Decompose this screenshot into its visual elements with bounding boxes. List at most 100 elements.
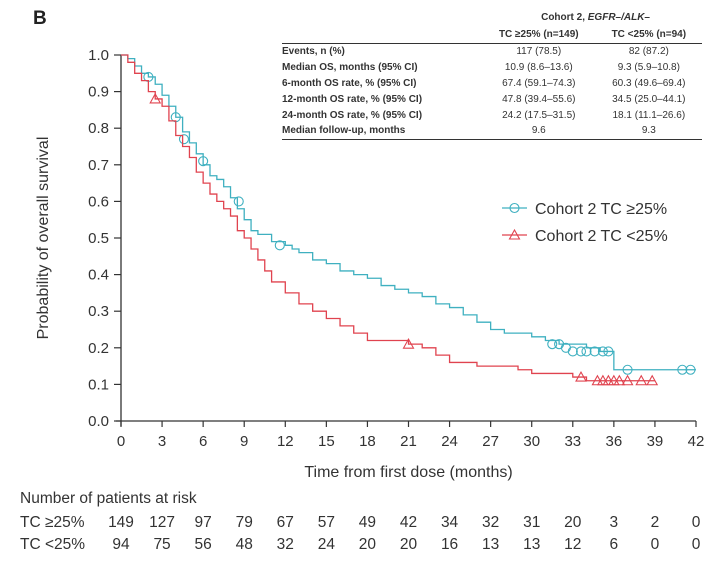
risk-count: 75 <box>153 536 171 553</box>
risk-count: 94 <box>112 536 130 553</box>
risk-count: 49 <box>358 514 377 531</box>
risk-count: 0 <box>691 514 701 531</box>
survival-curve-1 <box>121 54 655 382</box>
row-value: 9.6 <box>481 122 596 140</box>
risk-count: 2 <box>650 514 660 531</box>
row-value: 82 (87.2) <box>628 46 669 58</box>
censor-mark <box>589 346 600 357</box>
censor-mark <box>622 364 633 375</box>
y-tick-label: 0.7 <box>88 157 109 174</box>
x-tick-label: 42 <box>688 433 705 450</box>
risk-count: 32 <box>482 514 500 531</box>
risk-count: 31 <box>523 514 541 531</box>
circle-marker-icon <box>509 202 520 214</box>
summary-table: Cohort 2, EGFR–/ALK– TC ≥25% (n=149) TC <… <box>282 12 702 140</box>
x-tick-label: 30 <box>523 433 540 450</box>
censor-mark <box>149 92 162 104</box>
summary-row: 12-month OS rate, % (95% CI) 47.8 (39.4–5… <box>282 91 702 107</box>
x-tick-label: 0 <box>117 433 125 450</box>
y-tick-label: 0.5 <box>88 230 109 247</box>
col-header: TC ≥25% (n=149) <box>481 27 596 44</box>
risk-count: 6 <box>609 536 619 553</box>
row-value: 9.3 <box>595 122 702 140</box>
censor-mark <box>547 339 558 350</box>
row-value: 24.2 (17.5–31.5) <box>502 109 576 121</box>
risk-count: 56 <box>194 536 212 553</box>
censor-mark <box>635 374 648 386</box>
y-tick-label: 0.9 <box>88 84 109 101</box>
row-label: Events, n (%) <box>282 46 345 58</box>
risk-count: 149 <box>108 514 134 531</box>
risk-count: 13 <box>482 536 500 553</box>
censor-mark <box>198 156 209 167</box>
y-tick-label: 0.8 <box>88 120 109 137</box>
censor-mark <box>274 240 285 251</box>
x-tick-label: 18 <box>359 433 376 450</box>
summary-row: 6-month OS rate, % (95% CI) 67.4 (59.1–74… <box>282 76 702 92</box>
row-value: 47.8 (39.4–55.6) <box>502 93 576 105</box>
summary-row: Median OS, months (95% CI) 10.9 (8.6–13.6… <box>282 60 702 76</box>
summary-row: Events, n (%) 117 (78.5) 82 (87.2) <box>282 44 702 60</box>
risk-count: 16 <box>440 536 459 553</box>
y-tick-label: 0.2 <box>88 340 109 357</box>
y-tick-label: 0.6 <box>88 193 109 210</box>
summary-row: 24-month OS rate, % (95% CI) 24.2 (17.5–3… <box>282 107 702 123</box>
survival-curve-0 <box>121 54 696 371</box>
risk-count: 127 <box>149 514 175 531</box>
censor-mark <box>677 364 688 375</box>
legend-label: Cohort 2 TC ≥25% <box>535 201 667 218</box>
summary-row: Median follow-up, months 9.6 9.3 <box>282 122 702 140</box>
censor-mark <box>646 374 659 386</box>
x-tick-label: 12 <box>277 433 294 450</box>
risk-count: 57 <box>317 514 335 531</box>
x-tick-label: 24 <box>441 433 458 450</box>
risk-count: 13 <box>523 536 541 553</box>
x-tick-label: 15 <box>318 433 335 450</box>
risk-count: 20 <box>564 514 582 531</box>
row-value: 9.3 (5.9–10.8) <box>617 62 680 74</box>
risk-table-title: Number of patients at risk <box>20 490 197 507</box>
censor-mark <box>603 346 614 357</box>
x-tick-label: 6 <box>199 433 207 450</box>
row-value: 18.1 (11.1–26.6) <box>612 109 686 121</box>
series-group <box>121 54 696 386</box>
axes: 0 3 6 9 12 15 18 21 24 27 30 33 36 39 420.00.10.20.30.… <box>35 47 704 481</box>
censor-mark <box>178 134 190 145</box>
censor-mark <box>581 346 592 357</box>
x-axis-title: Time from first dose (months) <box>304 464 512 481</box>
row-value: 10.9 (8.6–13.6) <box>504 62 573 74</box>
risk-count: 3 <box>609 514 619 531</box>
censor-mark <box>567 346 578 357</box>
x-tick-label: 9 <box>240 433 248 450</box>
row-value: 117 (78.5) <box>516 46 562 58</box>
row-value: 34.5 (25.0–44.1) <box>612 93 686 105</box>
risk-count: 67 <box>276 514 294 531</box>
risk-count: 0 <box>650 536 660 553</box>
series-1 <box>121 54 659 386</box>
risk-count: 12 <box>564 536 582 553</box>
row-label: 12-month OS rate, % (95% CI) <box>282 93 423 105</box>
x-tick-label: 39 <box>647 433 664 450</box>
risk-count: 42 <box>399 514 418 531</box>
risk-count: 32 <box>276 536 294 553</box>
censor-mark <box>402 338 415 349</box>
censor-mark <box>685 364 696 375</box>
legend-label: Cohort 2 TC <25% <box>535 228 668 245</box>
col-header: TC <25% (n=94) <box>595 27 702 44</box>
km-chart: 0 3 6 9 12 15 18 21 24 27 30 33 36 39 420.00.10.20.30.… <box>35 47 704 481</box>
risk-row: TC <25% 94 75 56 48 32 24 20 20 16 13 13 12 6 0 0 <box>0 536 726 556</box>
y-tick-label: 0.1 <box>88 376 109 393</box>
row-value: 60.3 (49.6–69.4) <box>612 77 686 89</box>
x-tick-label: 3 <box>158 433 166 450</box>
risk-row-label: TC ≥25% <box>20 514 85 531</box>
y-tick-label: 0.0 <box>88 413 109 430</box>
risk-count: 48 <box>235 536 253 553</box>
censor-mark <box>621 374 634 386</box>
x-tick-label: 27 <box>482 433 499 450</box>
row-value: 67.4 (59.1–74.3) <box>502 77 576 89</box>
triangle-marker-icon <box>508 228 521 240</box>
row-label: 6-month OS rate, % (95% CI) <box>282 77 417 89</box>
y-tick-label: 0.3 <box>88 303 109 320</box>
y-axis-title: Probability of overall survival <box>35 137 52 340</box>
risk-count: 20 <box>358 536 377 553</box>
